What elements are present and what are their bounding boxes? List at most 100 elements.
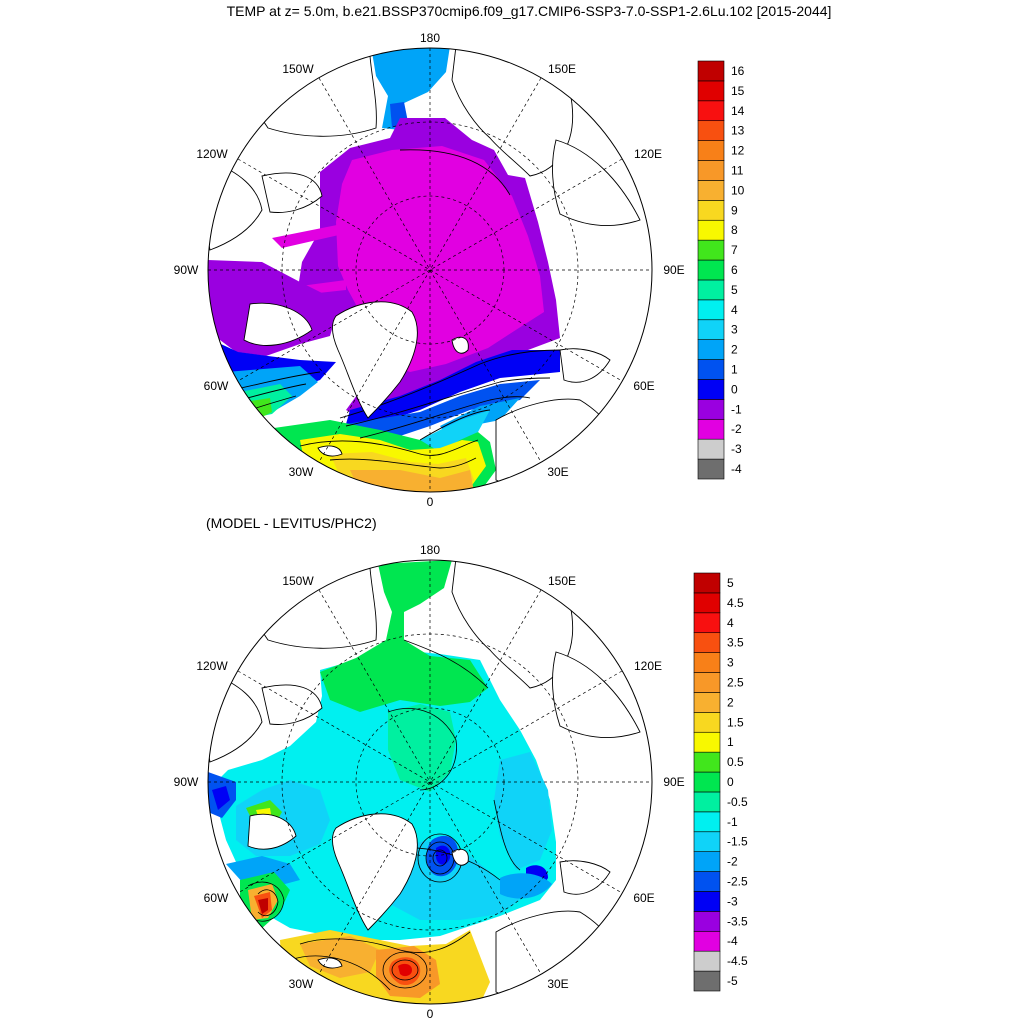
top-lon-150w-label: 150W bbox=[282, 62, 314, 76]
top-colorbar-swatch bbox=[697, 219, 725, 241]
bottom-colorbar-swatch bbox=[693, 970, 721, 992]
top-colorbar-swatch bbox=[697, 120, 725, 141]
top-colorbar-swatch bbox=[697, 259, 725, 281]
bottom-colorbar-tick-label: -3 bbox=[727, 894, 738, 908]
bottom-colorbar-tick-label: 0 bbox=[727, 775, 734, 789]
top-colorbar-tick-label: 1 bbox=[731, 363, 738, 377]
bottom-colorbar-swatch bbox=[693, 851, 721, 872]
top-colorbar-swatch bbox=[697, 239, 725, 261]
bottom-colorbar-swatch bbox=[693, 652, 721, 673]
bottom-colorbar-swatch bbox=[693, 871, 721, 892]
bottom-colorbar-tick-label: 2.5 bbox=[727, 675, 744, 689]
bottom-lon-30e-label: 30E bbox=[547, 977, 568, 991]
top-lon-120w-label: 120W bbox=[196, 147, 228, 161]
bottom-colorbar-swatch bbox=[693, 811, 721, 833]
bottom-map: 180 150W 150E 120W 120E 90W 90E 60W 60E … bbox=[174, 543, 685, 1021]
top-colorbar-tick-label: 8 bbox=[731, 223, 738, 237]
top-colorbar-tick-label: 4 bbox=[731, 303, 738, 317]
top-colorbar-tick-label: 7 bbox=[731, 243, 738, 257]
bottom-lon-120e-label: 120E bbox=[634, 659, 662, 673]
bottom-colorbar-tick-label: 1.5 bbox=[727, 715, 744, 729]
bottom-colorbar-swatch bbox=[693, 751, 721, 773]
bottom-colorbar-tick-label: -2 bbox=[727, 855, 738, 869]
top-colorbar-swatch bbox=[697, 339, 725, 360]
bottom-lon-120w-label: 120W bbox=[196, 659, 228, 673]
bottom-lon-150w-label: 150W bbox=[282, 574, 314, 588]
top-colorbar-swatch bbox=[697, 279, 725, 301]
figure-title: TEMP at z= 5.0m, b.e21.BSSP370cmip6.f09_… bbox=[227, 3, 832, 19]
bottom-colorbar-tick-label: -4 bbox=[727, 934, 738, 948]
top-lon-0-label: 0 bbox=[427, 495, 434, 509]
bottom-greenland bbox=[331, 813, 418, 931]
top-colorbar-tick-label: -3 bbox=[731, 442, 742, 456]
bottom-colorbar-tick-label: -1.5 bbox=[727, 835, 748, 849]
bottom-colorbar-swatch bbox=[693, 692, 721, 713]
bottom-colorbar-tick-label: -5 bbox=[727, 974, 738, 988]
top-lon-180-label: 180 bbox=[420, 31, 440, 45]
bottom-colorbar-tick-label: 2 bbox=[727, 695, 734, 709]
top-colorbar-tick-label: 5 bbox=[731, 283, 738, 297]
top-lon-120e-label: 120E bbox=[634, 147, 662, 161]
top-colorbar-swatch bbox=[697, 140, 725, 161]
bottom-colorbar-tick-label: -3.5 bbox=[727, 914, 748, 928]
top-colorbar-tick-label: 9 bbox=[731, 203, 738, 217]
bottom-colorbar-swatch bbox=[693, 891, 721, 912]
top-bering-strait-water bbox=[372, 48, 450, 130]
top-colorbar-swatch bbox=[697, 200, 725, 221]
top-colorbar-tick-label: 3 bbox=[731, 323, 738, 337]
top-greenland bbox=[331, 301, 418, 419]
bottom-lon-90e-label: 90E bbox=[663, 775, 684, 789]
bottom-colorbar-tick-label: 4 bbox=[727, 616, 734, 630]
bottom-colorbar-swatch bbox=[693, 911, 721, 932]
bottom-colorbar-swatch bbox=[693, 771, 721, 793]
bottom-colorbar: -5 -4.5 -4 -3.5 -3 -2.5 -2 -1.5 -1 -0.5 0 0.5 1 1.5 2 2… bbox=[693, 572, 748, 992]
bottom-lon-180-label: 180 bbox=[420, 543, 440, 557]
top-colorbar-swatch bbox=[697, 359, 725, 380]
top-colorbar-swatch bbox=[697, 438, 725, 460]
top-colorbar-tick-label: 14 bbox=[731, 104, 745, 118]
top-colorbar-tick-label: 0 bbox=[731, 382, 738, 396]
bottom-colorbar-tick-label: 3.5 bbox=[727, 636, 744, 650]
bottom-colorbar-swatch bbox=[693, 672, 721, 693]
top-lon-30e-label: 30E bbox=[547, 465, 568, 479]
top-colorbar-tick-label: 6 bbox=[731, 263, 738, 277]
top-colorbar-tick-label: 10 bbox=[731, 183, 745, 197]
bottom-colorbar-swatch bbox=[693, 592, 721, 614]
top-lon-150e-label: 150E bbox=[548, 62, 576, 76]
bottom-lon-60w-label: 60W bbox=[204, 891, 229, 905]
top-map: 180 150W 150E 120W 120E 90W 90E 60W 60E … bbox=[174, 31, 685, 509]
top-colorbar-swatch bbox=[697, 60, 725, 82]
bottom-colorbar-tick-label: -0.5 bbox=[727, 795, 748, 809]
bottom-colorbar-tick-label: -4.5 bbox=[727, 954, 748, 968]
bottom-colorbar-swatch bbox=[693, 950, 721, 972]
difference-subtitle: (MODEL - LEVITUS/PHC2) bbox=[206, 515, 377, 531]
top-colorbar-tick-label: -1 bbox=[731, 402, 742, 416]
bottom-colorbar-swatch bbox=[693, 612, 721, 634]
bottom-colorbar-tick-label: 5 bbox=[727, 576, 734, 590]
top-colorbar-swatch bbox=[697, 399, 725, 420]
bottom-lon-0-label: 0 bbox=[427, 1007, 434, 1021]
bottom-colorbar-swatch bbox=[693, 831, 721, 852]
top-colorbar-tick-label: 15 bbox=[731, 84, 745, 98]
bottom-colorbar-tick-label: -2.5 bbox=[727, 875, 748, 889]
bottom-colorbar-tick-label: -1 bbox=[727, 815, 738, 829]
top-colorbar-tick-label: 11 bbox=[731, 163, 744, 177]
top-colorbar-swatch bbox=[697, 80, 725, 102]
top-graticule bbox=[208, 48, 652, 492]
top-colorbar-swatch bbox=[697, 160, 725, 181]
top-colorbar-swatch bbox=[697, 100, 725, 122]
top-colorbar-tick-label: 16 bbox=[731, 64, 745, 78]
top-colorbar-tick-label: 12 bbox=[731, 144, 745, 158]
bottom-colorbar-tick-label: 3 bbox=[727, 656, 734, 670]
top-colorbar-swatch bbox=[697, 319, 725, 340]
top-lon-30w-label: 30W bbox=[289, 465, 314, 479]
bottom-pacific-sector-water bbox=[320, 560, 488, 712]
bottom-lon-60e-label: 60E bbox=[633, 891, 654, 905]
bottom-lon-150e-label: 150E bbox=[548, 574, 576, 588]
bottom-colorbar-swatch bbox=[693, 791, 721, 813]
bottom-graticule bbox=[208, 560, 652, 1004]
bottom-colorbar-tick-label: 0.5 bbox=[727, 755, 744, 769]
top-colorbar-swatch bbox=[697, 458, 725, 480]
top-colorbar-swatch bbox=[697, 299, 725, 321]
